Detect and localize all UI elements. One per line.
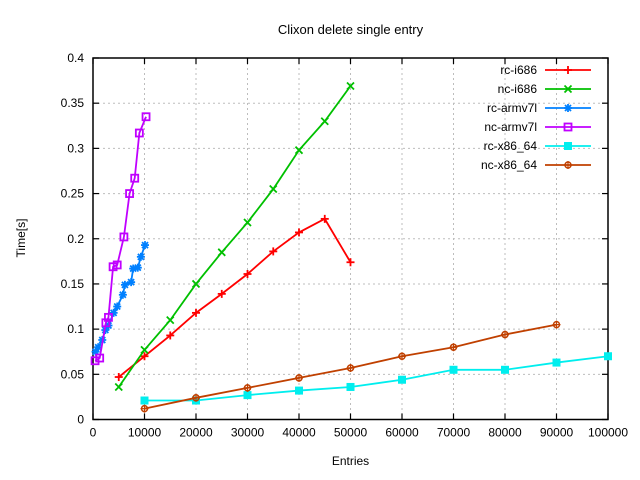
series-marker-rc-x86_64	[346, 382, 355, 391]
series-marker-nc-armv7l	[134, 128, 144, 138]
legend-label-rc-x86_64: rc-x86_64	[484, 139, 538, 153]
x-tick-label: 20000	[179, 426, 213, 440]
y-tick-label: 0.15	[61, 277, 85, 291]
series-marker-nc-armv7l	[95, 353, 105, 363]
series-marker-nc-i686	[166, 315, 175, 325]
x-tick-label: 90000	[540, 426, 574, 440]
x-tick-label: 0	[90, 426, 97, 440]
legend-label-rc-armv7l: rc-armv7l	[487, 101, 537, 115]
series-marker-nc-armv7l	[119, 232, 129, 242]
y-tick-label: 0.2	[67, 232, 84, 246]
x-axis-label: Entries	[331, 454, 370, 468]
y-tick-label: 0	[77, 413, 84, 427]
legend-label-nc-armv7l: nc-armv7l	[484, 120, 537, 134]
chart-title: Clixon delete single entry	[277, 22, 424, 37]
legend-label-nc-x86_64: nc-x86_64	[481, 158, 537, 172]
y-tick-label: 0.4	[67, 51, 84, 65]
x-tick-label: 80000	[488, 426, 522, 440]
series-marker-nc-i686	[346, 81, 355, 91]
series-marker-nc-i686	[114, 382, 123, 392]
x-tick-label: 60000	[385, 426, 419, 440]
series-marker-rc-x86_64	[295, 386, 303, 395]
series-marker-nc-armv7l	[130, 173, 140, 183]
series-marker-nc-i686	[217, 248, 226, 257]
x-tick-label: 40000	[282, 426, 316, 440]
series-marker-nc-armv7l	[125, 189, 134, 198]
series-marker-rc-x86_64	[604, 352, 612, 361]
series-marker-nc-i686	[320, 117, 329, 126]
series-marker-rc-x86_64	[552, 358, 561, 367]
series-marker-nc-i686	[191, 279, 201, 289]
series-marker-nc-armv7l	[104, 312, 113, 322]
series-marker-rc-x86_64	[140, 396, 149, 405]
x-tick-label: 70000	[437, 426, 471, 440]
series-marker-nc-i686	[269, 184, 278, 194]
legend-sample-marker-nc-armv7l	[563, 122, 573, 132]
series-marker-rc-x86_64	[501, 365, 509, 374]
legend-sample-marker-rc-x86_64	[564, 142, 572, 150]
series-marker-rc-x86_64	[449, 365, 458, 374]
series-marker-nc-armv7l	[101, 318, 111, 328]
series-marker-rc-x86_64	[243, 391, 252, 400]
legend-sample-marker-nc-i686	[563, 84, 573, 94]
series-line-rc-i686	[118, 217, 352, 378]
series-line-rc-x86_64	[144, 355, 609, 402]
y-tick-label: 0.3	[67, 141, 84, 155]
legend-label-nc-i686: nc-i686	[498, 82, 538, 96]
legend-label-rc-i686: rc-i686	[500, 63, 537, 77]
series-line-nc-i686	[118, 85, 352, 388]
x-tick-label: 30000	[231, 426, 265, 440]
x-tick-label: 100000	[588, 426, 628, 440]
x-tick-label: 10000	[128, 426, 162, 440]
series-marker-nc-i686	[294, 146, 304, 155]
series-marker-rc-x86_64	[398, 375, 406, 384]
series-marker-nc-i686	[140, 345, 149, 355]
y-tick-label: 0.1	[67, 322, 84, 336]
y-tick-label: 0.05	[61, 367, 85, 381]
y-tick-label: 0.25	[61, 187, 85, 201]
series-marker-nc-i686	[243, 218, 252, 227]
series-marker-nc-armv7l	[112, 260, 122, 270]
x-tick-label: 50000	[334, 426, 368, 440]
y-tick-label: 0.35	[61, 96, 85, 110]
series-marker-nc-armv7l	[141, 112, 151, 122]
